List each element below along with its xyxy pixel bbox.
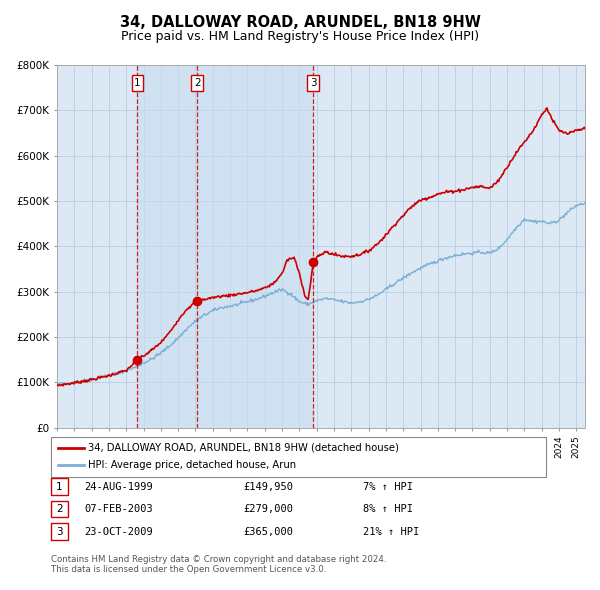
Text: 07-FEB-2003: 07-FEB-2003 xyxy=(84,504,153,514)
Text: 23-OCT-2009: 23-OCT-2009 xyxy=(84,527,153,536)
Text: 8% ↑ HPI: 8% ↑ HPI xyxy=(363,504,413,514)
Bar xyxy=(137,65,197,428)
Text: 3: 3 xyxy=(310,78,317,88)
Text: 3: 3 xyxy=(56,527,63,536)
Text: 1: 1 xyxy=(134,78,141,88)
Text: 34, DALLOWAY ROAD, ARUNDEL, BN18 9HW: 34, DALLOWAY ROAD, ARUNDEL, BN18 9HW xyxy=(119,15,481,30)
Text: Contains HM Land Registry data © Crown copyright and database right 2024.: Contains HM Land Registry data © Crown c… xyxy=(51,555,386,563)
Bar xyxy=(197,65,313,428)
Text: £365,000: £365,000 xyxy=(243,527,293,536)
Text: This data is licensed under the Open Government Licence v3.0.: This data is licensed under the Open Gov… xyxy=(51,565,326,574)
Text: £279,000: £279,000 xyxy=(243,504,293,514)
Text: 34, DALLOWAY ROAD, ARUNDEL, BN18 9HW (detached house): 34, DALLOWAY ROAD, ARUNDEL, BN18 9HW (de… xyxy=(88,443,399,453)
Text: 21% ↑ HPI: 21% ↑ HPI xyxy=(363,527,419,536)
Text: 2: 2 xyxy=(56,504,63,514)
Text: 1: 1 xyxy=(56,482,63,491)
Text: 24-AUG-1999: 24-AUG-1999 xyxy=(84,482,153,491)
Text: Price paid vs. HM Land Registry's House Price Index (HPI): Price paid vs. HM Land Registry's House … xyxy=(121,30,479,43)
Text: 7% ↑ HPI: 7% ↑ HPI xyxy=(363,482,413,491)
Text: HPI: Average price, detached house, Arun: HPI: Average price, detached house, Arun xyxy=(88,460,296,470)
Text: 2: 2 xyxy=(194,78,200,88)
Text: £149,950: £149,950 xyxy=(243,482,293,491)
